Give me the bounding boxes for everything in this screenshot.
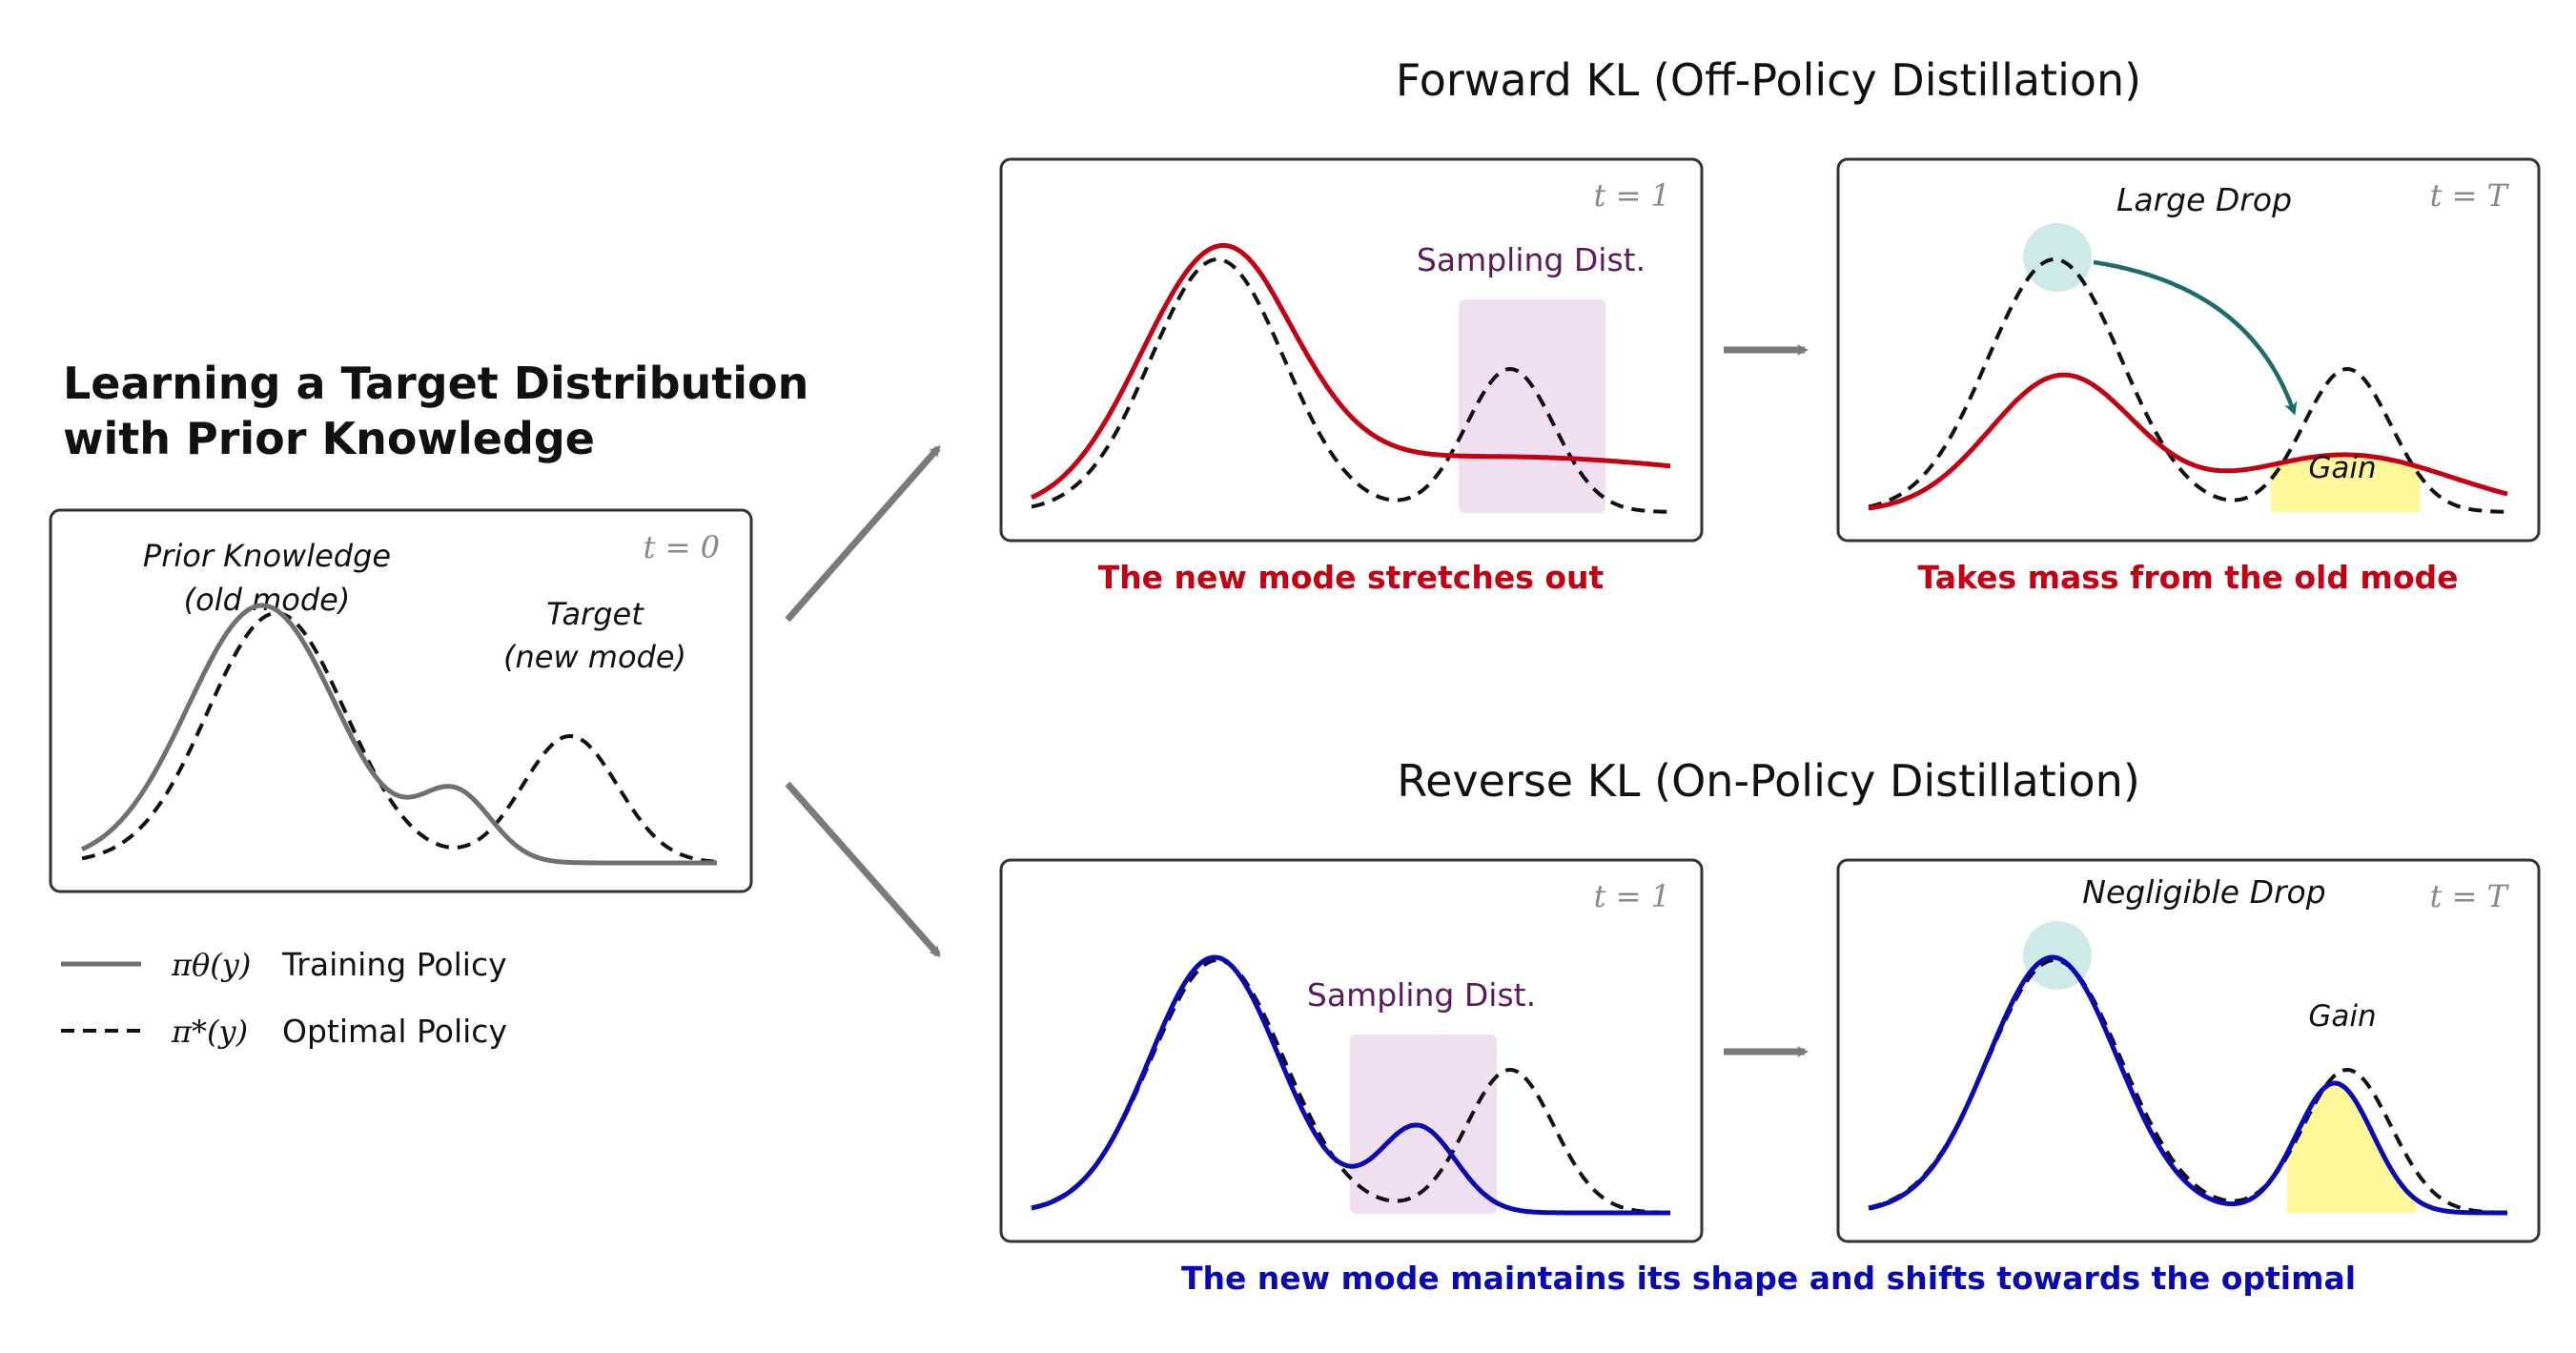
forward-t1-caption: The new mode stretches out: [1098, 559, 1605, 596]
reverse-t1-time-label: t = 1: [1594, 878, 1670, 914]
forward-sampling-label: Sampling Dist.: [1417, 241, 1646, 278]
forward-title: Forward KL (Off-Policy Distillation): [1396, 54, 2141, 106]
legend-optimal-symbol: π*(y): [171, 1014, 248, 1050]
legend-training-symbol: πθ(y): [171, 947, 251, 983]
new-mode-label: (new mode): [503, 639, 686, 675]
forward-t1-optimal-curve: [1031, 257, 1670, 514]
reverse-sampling-label: Sampling Dist.: [1307, 976, 1536, 1014]
reverse-tT-panel: [1836, 858, 2541, 1243]
old-mode-label: (old mode): [184, 582, 351, 618]
legend-training-label: Training Policy: [281, 946, 507, 983]
forward-tT-panel: [1836, 157, 2541, 543]
forward-tT-training-curve: [1868, 372, 2508, 511]
reverse-t1-panel: [999, 858, 1704, 1243]
reverse-tT-training-curve: [1868, 954, 2507, 1216]
forward-gain-region: [2271, 454, 2420, 512]
left-training-curve: [80, 603, 717, 866]
target-label: Target: [546, 596, 644, 632]
left-time-label: t = 0: [644, 529, 720, 565]
forward-tT-time-label: t = T: [2430, 177, 2510, 214]
forward-tT-optimal-curve: [1868, 257, 2507, 514]
forward-tT-caption: Takes mass from the old mode: [1918, 559, 2459, 596]
forward-t1-panel: [999, 157, 1704, 543]
forward-drop-marker: [2023, 223, 2092, 292]
arrow-to-forward: [785, 444, 941, 623]
left-title-line2: with Prior Knowledge: [63, 413, 595, 464]
reverse-gain-label: Gain: [2308, 999, 2376, 1034]
left-optimal-curve: [81, 610, 718, 864]
reverse-title: Reverse KL (On-Policy Distillation): [1397, 755, 2140, 807]
reverse-tT-time-label: t = T: [2430, 878, 2510, 914]
reverse-t1-training-curve: [1031, 954, 1670, 1216]
prior-knowledge-label: Prior Knowledge: [143, 538, 391, 574]
forward-sampling-region: [1459, 299, 1605, 513]
reverse-gain-region: [2287, 1083, 2416, 1213]
left-panel: [49, 508, 753, 893]
forward-t1-training-curve: [1030, 242, 1671, 501]
left-title-line1: Learning a Target Distribution: [63, 358, 808, 409]
reverse-caption: The new mode maintains its shape and shi…: [1181, 1260, 2356, 1297]
forward-drop-label: Large Drop: [2116, 181, 2292, 218]
forward-t1-time-label: t = 1: [1594, 177, 1670, 214]
reverse-drop-label: Negligible Drop: [2082, 873, 2325, 911]
forward-gain-label: Gain: [2308, 451, 2376, 485]
forward-drop-arrow: [2093, 259, 2298, 416]
reverse-tT-optimal-curve: [1868, 958, 2507, 1215]
arrow-to-reverse: [785, 781, 941, 957]
legend-optimal-label: Optimal Policy: [282, 1013, 507, 1050]
